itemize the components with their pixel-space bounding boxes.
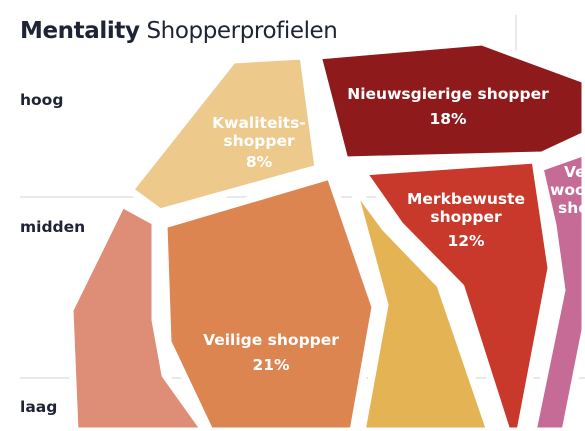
label-nieuwsgierige-line1: Nieuwsgierige shopper — [347, 85, 549, 103]
label-merkbewuste-line2: shopper — [430, 208, 502, 226]
label-kwaliteits-line1: Kwaliteits- — [212, 114, 306, 132]
segment-kwaliteits-shopper[interactable] — [126, 52, 322, 216]
label-nieuwsgierige-percent: 18% — [429, 110, 467, 128]
segment-veilige-shopper[interactable] — [160, 172, 379, 431]
axis-label-high: hoog — [20, 91, 64, 109]
label-merkbewuste-line1: Merkbewuste — [407, 190, 525, 208]
label-merkbewuste-percent: 12% — [447, 232, 485, 250]
label-ve-line1: Ve — [564, 163, 585, 181]
chart-title: Mentality Shopperprofielen — [20, 18, 338, 44]
label-kwaliteits-line2: shopper — [223, 132, 295, 150]
segment-mid-yellow[interactable] — [348, 179, 494, 431]
axis-label-mid: midden — [20, 218, 86, 236]
axis-label-low: laag — [20, 398, 58, 416]
segment-ve-woon-sho[interactable] — [529, 148, 585, 431]
label-veilige-line1: Veilige shopper — [203, 331, 339, 349]
label-ve-line3: sho — [558, 199, 585, 217]
title-brand: Mentality — [20, 18, 140, 44]
segment-left-salmon[interactable] — [66, 200, 209, 431]
segment-nieuwsgierige-shopper[interactable] — [314, 38, 585, 164]
label-ve-line2: woon — [550, 181, 585, 199]
segment-merkbewuste-shopper[interactable] — [359, 156, 555, 431]
label-kwaliteits-percent: 8% — [246, 153, 273, 171]
label-veilige-percent: 21% — [252, 356, 290, 374]
title-rest: Shopperprofielen — [146, 18, 338, 44]
